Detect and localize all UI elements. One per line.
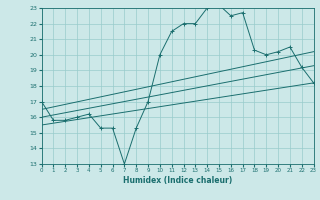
- X-axis label: Humidex (Indice chaleur): Humidex (Indice chaleur): [123, 176, 232, 185]
